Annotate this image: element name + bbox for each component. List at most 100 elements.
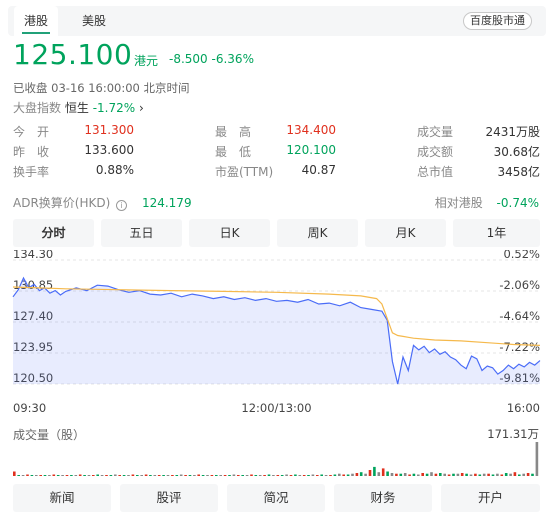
volume-chart-label: 成交量（股）: [13, 428, 86, 442]
volume-bar: [276, 475, 280, 476]
volume-bar: [232, 474, 236, 476]
volume-bar: [386, 471, 389, 476]
volume-bar: [355, 473, 359, 476]
period-tab-weekly[interactable]: 周K: [277, 219, 358, 247]
volume-bar: [491, 474, 495, 476]
turnover-rate-value: 0.88%: [95, 163, 134, 177]
period-tab-1year[interactable]: 1年: [453, 219, 540, 247]
volume-bar: [425, 473, 429, 476]
volume-bar: [100, 475, 104, 476]
volume-bar: [478, 474, 482, 476]
volume-bar: [531, 473, 534, 476]
period-tab-monthly[interactable]: 月K: [365, 219, 446, 247]
volume-bar: [417, 474, 420, 476]
volume-bar: [131, 474, 135, 476]
volume-bar: [250, 474, 253, 476]
volume-bar: [421, 473, 424, 476]
volume-bar: [307, 475, 310, 476]
index-label: 大盘指数: [13, 101, 62, 115]
volume-bar: [469, 474, 473, 476]
volume-bar: [21, 475, 25, 476]
volume-stat-value: 2431万股: [485, 125, 540, 139]
adr-relative: 相对港股 -0.74%: [435, 194, 539, 211]
turnover-rate-label: 换手率: [13, 165, 50, 179]
y-tick-label-left: 120.50: [13, 371, 53, 385]
volume-bar: [197, 474, 200, 476]
current-price: 125.100: [13, 38, 133, 71]
volume-bar: [333, 474, 337, 476]
market-cap-label: 总市值: [417, 165, 454, 179]
y-tick-label-right: -7.22%: [499, 340, 540, 354]
price-area-fill: [13, 278, 540, 384]
y-tick-label-left: 123.95: [13, 340, 53, 354]
tab-hk-stocks[interactable]: 港股: [14, 6, 58, 36]
volume-bar: [522, 473, 525, 476]
volume-bar: [109, 475, 113, 476]
volume-bar: [509, 473, 512, 476]
price-currency: 港元: [134, 54, 159, 68]
volume-bar: [456, 473, 460, 476]
volume-bar: [267, 474, 271, 476]
volume-bar: [61, 475, 64, 476]
tab-us-stocks[interactable]: 美股: [72, 6, 116, 36]
volume-bar: [136, 475, 139, 476]
volume-bar: [359, 472, 363, 476]
volume-bar: [35, 475, 38, 476]
bottom-tab-comments[interactable]: 股评: [120, 484, 218, 512]
volume-bar: [92, 475, 95, 476]
volume-bar: [346, 474, 350, 476]
volume-bar: [43, 475, 47, 476]
volume-bar: [118, 475, 121, 476]
baidu-stock-button[interactable]: 百度股市通: [463, 12, 532, 30]
period-tab-intraday[interactable]: 分时: [13, 219, 94, 247]
volume-bar: [434, 473, 438, 476]
bottom-tab-open-account[interactable]: 开户: [441, 484, 540, 512]
volume-bar: [188, 475, 192, 476]
period-tab-5day[interactable]: 五日: [101, 219, 182, 247]
volume-bar: [179, 474, 183, 476]
open-label: 今 开: [13, 125, 50, 139]
volume-bar: [373, 466, 376, 476]
volume-bar: [408, 474, 411, 476]
period-tab-daily[interactable]: 日K: [189, 219, 270, 247]
intraday-price-chart[interactable]: 134.30130.85127.40123.95120.500.52%-2.06…: [0, 250, 554, 415]
average-price-line: [12, 286, 541, 346]
bottom-tab-financials[interactable]: 财务: [334, 484, 432, 512]
volume-bar: [245, 475, 249, 476]
index-link[interactable]: 大盘指数 恒生 -1.72% ›: [13, 99, 144, 116]
volume-bar: [153, 475, 157, 476]
volume-bar: [17, 475, 20, 476]
volume-bar: [83, 475, 86, 476]
bottom-tab-profile[interactable]: 简况: [227, 484, 325, 512]
pe-label: 市盈(TTM): [215, 165, 274, 179]
volume-bar: [460, 473, 464, 476]
volume-bar: [13, 471, 16, 476]
bottom-tab-news[interactable]: 新闻: [13, 484, 111, 512]
volume-bar: [39, 475, 42, 476]
relative-hk-value: -0.74%: [496, 196, 539, 210]
volume-bar: [258, 475, 262, 476]
volume-bar: [87, 475, 91, 476]
change-amount: -8.500: [169, 52, 208, 66]
volume-bar: [504, 473, 508, 476]
volume-bar: [96, 474, 99, 476]
volume-bar: [127, 475, 130, 476]
volume-bar: [65, 475, 69, 476]
volume-bar: [237, 475, 240, 476]
volume-bar: [70, 475, 73, 476]
volume-bar: [368, 470, 372, 476]
turnover-value: 30.68亿: [493, 145, 540, 159]
volume-bar: [412, 473, 416, 476]
volume-bar: [311, 474, 315, 476]
volume-bar: [390, 473, 394, 476]
high-label: 最 高: [215, 125, 252, 139]
volume-bar: [219, 475, 222, 476]
info-icon[interactable]: i: [116, 200, 128, 211]
volume-bar: [175, 475, 179, 476]
volume-bar: [193, 475, 196, 476]
y-tick-label-right: -9.81%: [499, 371, 540, 385]
volume-bar: [430, 472, 433, 476]
volume-bar: [452, 473, 455, 476]
volume-bar: [254, 475, 258, 476]
high-value: 134.400: [286, 123, 336, 137]
